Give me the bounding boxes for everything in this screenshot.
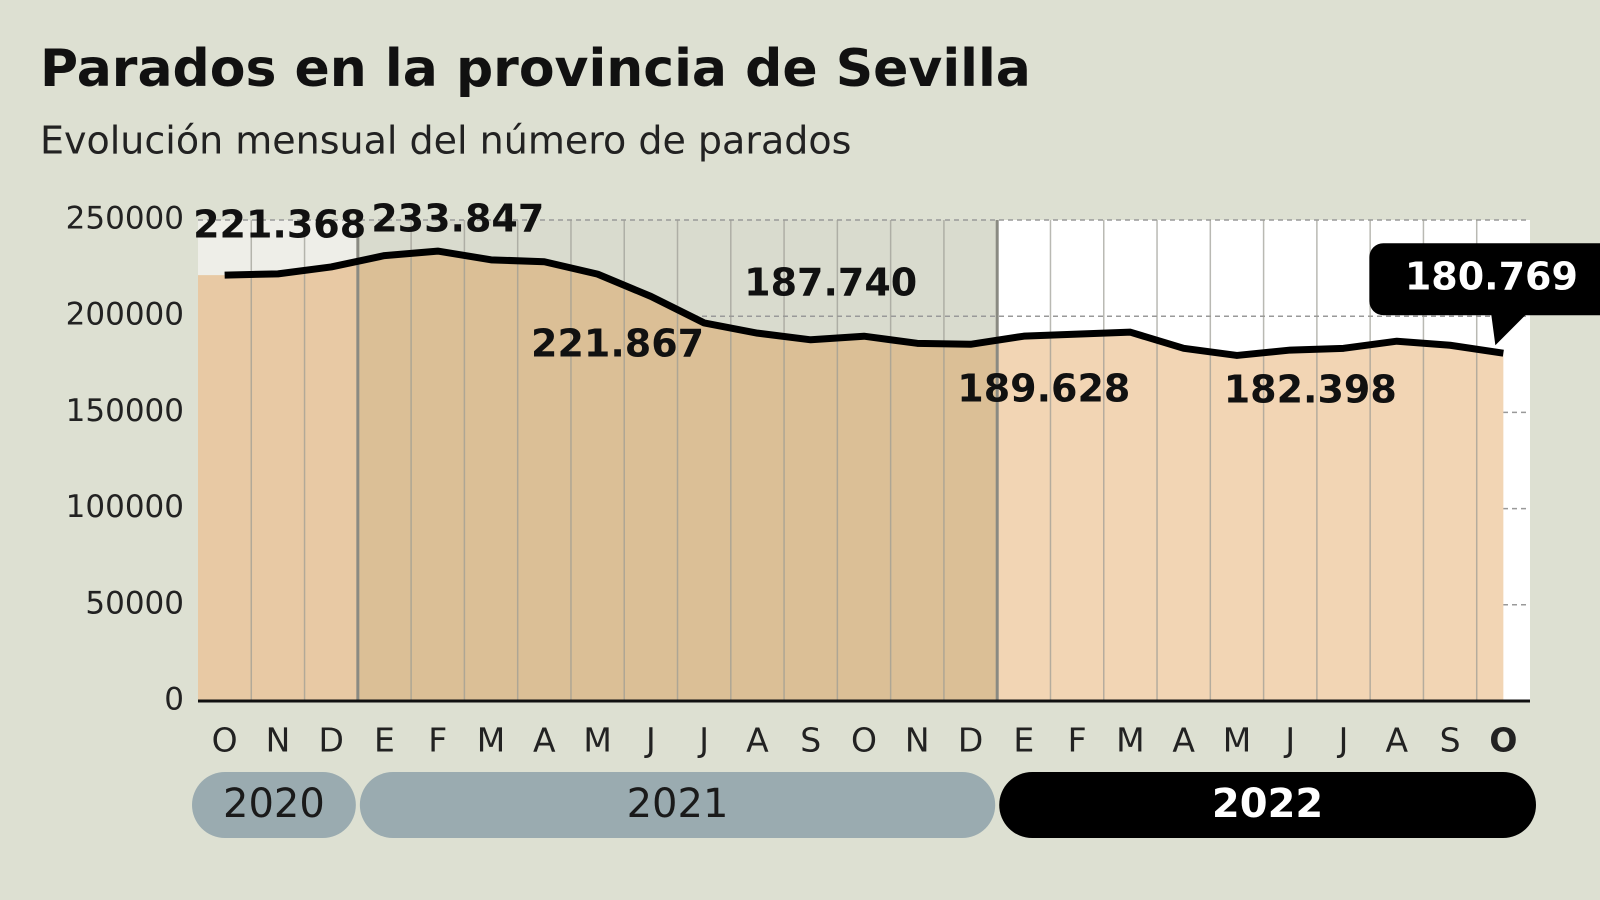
x-tick-label: M bbox=[477, 721, 505, 760]
y-tick-label: 50000 bbox=[85, 585, 184, 621]
chart-title: Parados en la provincia de Sevilla bbox=[40, 39, 1031, 99]
y-tick-label: 100000 bbox=[66, 489, 184, 525]
x-tick-label: N bbox=[266, 721, 291, 760]
x-tick-label: E bbox=[1013, 721, 1034, 760]
value-label: 221.867 bbox=[531, 322, 704, 366]
x-tick-label: M bbox=[583, 721, 611, 760]
value-label: 189.628 bbox=[957, 367, 1130, 411]
callout bbox=[1369, 243, 1600, 346]
x-tick-label: M bbox=[1116, 721, 1144, 760]
x-tick-label: D bbox=[958, 721, 983, 760]
year-label: 2020 bbox=[223, 781, 325, 827]
x-tick-label: J bbox=[1337, 721, 1349, 760]
x-tick-label: D bbox=[318, 721, 343, 760]
chart-subtitle: Evolución mensual del número de parados bbox=[40, 119, 851, 163]
area bbox=[198, 261, 358, 701]
line bbox=[224, 247, 1504, 359]
x-tick-label: F bbox=[428, 721, 447, 760]
x-tick-label: M bbox=[1223, 721, 1251, 760]
x-tick-label: F bbox=[1068, 721, 1087, 760]
x-tick-label: A bbox=[533, 721, 556, 760]
x-tick-label: J bbox=[644, 721, 656, 760]
value-label: 221.368 bbox=[193, 203, 366, 247]
year-label: 2021 bbox=[627, 781, 729, 827]
year-pill bbox=[999, 772, 1536, 838]
y-tick-label: 150000 bbox=[66, 393, 184, 429]
y-tick-label: 200000 bbox=[66, 297, 184, 333]
value-label: 182.398 bbox=[1224, 368, 1397, 412]
y-tick-label: 0 bbox=[164, 682, 184, 718]
value-label: 187.740 bbox=[744, 260, 917, 304]
x-tick-label: S bbox=[1440, 721, 1461, 760]
x-tick-label: A bbox=[746, 721, 769, 760]
value-label: 180.769 bbox=[1405, 255, 1578, 299]
x-tick-label: N bbox=[905, 721, 930, 760]
y-tick-label: 250000 bbox=[66, 201, 184, 237]
x-tick-label: J bbox=[697, 721, 709, 760]
year-pill bbox=[192, 772, 356, 838]
x-tick-label: O bbox=[851, 721, 877, 760]
value-label: 233.847 bbox=[371, 197, 544, 241]
area bbox=[997, 332, 1504, 701]
x-tick-label: S bbox=[800, 721, 821, 760]
x-tick-label: O bbox=[1489, 721, 1517, 760]
x-tick-label: A bbox=[1172, 721, 1195, 760]
year-pill bbox=[359, 772, 996, 838]
x-tick-label: A bbox=[1386, 721, 1409, 760]
x-tick-label: J bbox=[1283, 721, 1295, 760]
year-label: 2022 bbox=[1212, 781, 1323, 827]
x-tick-label: O bbox=[212, 721, 238, 760]
x-tick-label: E bbox=[374, 721, 395, 760]
